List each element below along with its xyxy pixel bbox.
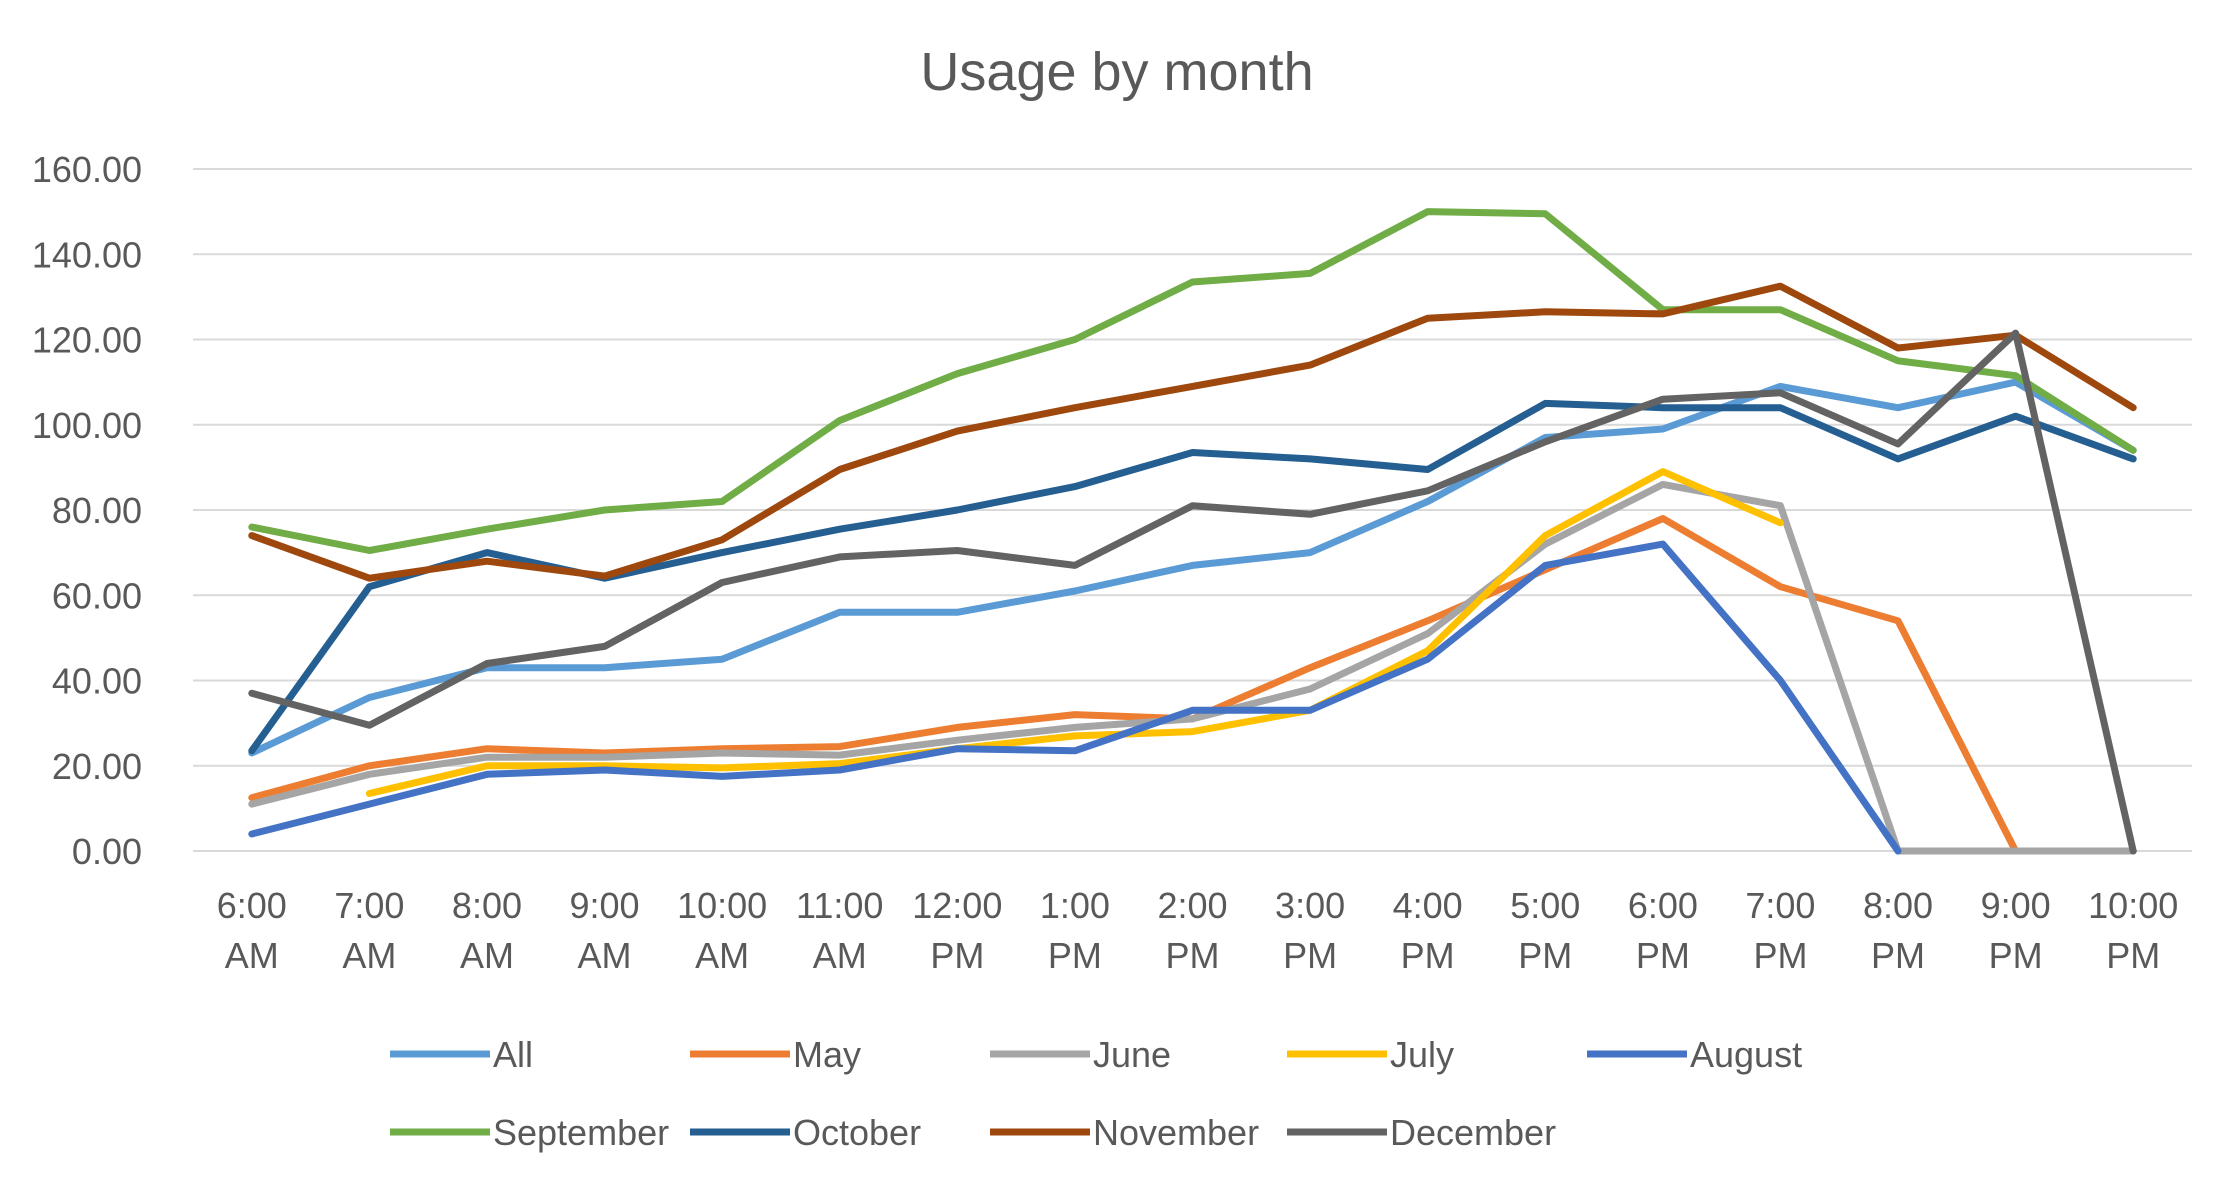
legend-label: May [793,1034,861,1075]
series-line-november [248,282,2137,582]
y-axis-tick-labels: 0.00 20.00 40.00 60.00 80.00 100.00 120.00 140.… [32,149,142,872]
x-tick-label: 10:00 PM [2088,885,2178,976]
series-line-october [248,399,2137,755]
series-line-december [248,329,2137,855]
legend: All May June July August September October Nove… [390,1034,1802,1153]
chart-title: Usage by month [920,42,1313,102]
legend-label: June [1093,1034,1171,1075]
x-axis-tick-labels: 6:00 AM 7:00 AM 8:00 AM 9:00 AM 10:00 AM 11:00 AM 12… [217,885,2178,976]
x-tick-label: 11:00 AM [796,885,883,976]
series-line-september [248,208,2137,554]
x-tick-label: 4:00 PM [1393,885,1463,976]
legend-label: October [793,1112,921,1153]
series-line-august [248,540,1902,855]
x-tick-label: 9:00 AM [570,885,640,976]
x-tick-label: 3:00 PM [1275,885,1345,976]
legend-label: All [493,1034,533,1075]
y-tick-label: 20.00 [52,746,142,787]
y-tick-label: 140.00 [32,234,142,275]
series-line-july [365,468,1784,797]
y-tick-label: 40.00 [52,661,142,702]
y-tick-label: 100.00 [32,405,142,446]
x-tick-label: 1:00 PM [1040,885,1110,976]
x-tick-label: 6:00 AM [217,885,287,976]
series-lines [248,208,2137,855]
y-tick-label: 80.00 [52,490,142,531]
y-tick-label: 60.00 [52,575,142,616]
legend-label: September [493,1112,669,1153]
legend-label: December [1390,1112,1556,1153]
legend-label: July [1390,1034,1454,1075]
x-tick-label: 9:00 PM [1981,885,2051,976]
y-tick-label: 160.00 [32,149,142,190]
series-line-all [248,378,2137,757]
legend-label: August [1690,1034,1802,1075]
x-tick-label: 7:00 AM [334,885,404,976]
x-tick-label: 7:00 PM [1745,885,1815,976]
y-tick-label: 0.00 [72,831,142,872]
x-tick-label: 10:00 AM [677,885,767,976]
x-tick-label: 5:00 PM [1510,885,1580,976]
legend-label: November [1093,1112,1259,1153]
x-tick-label: 12:00 PM [912,885,1002,976]
series-line-june [248,480,2137,855]
x-tick-label: 8:00 AM [452,885,522,976]
y-tick-label: 120.00 [32,320,142,361]
x-tick-label: 2:00 PM [1157,885,1227,976]
x-tick-label: 6:00 PM [1628,885,1698,976]
x-tick-label: 8:00 PM [1863,885,1933,976]
